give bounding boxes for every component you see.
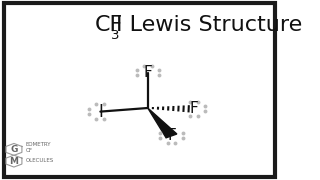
Text: I Lewis Structure: I Lewis Structure <box>116 15 302 35</box>
Text: EOMETRY: EOMETRY <box>25 142 51 147</box>
Text: M: M <box>10 157 19 166</box>
Text: F: F <box>167 128 176 143</box>
Text: OF: OF <box>25 148 32 153</box>
Text: G: G <box>10 145 18 154</box>
Text: F: F <box>189 101 198 116</box>
Text: I: I <box>98 103 103 121</box>
Text: OLECULES: OLECULES <box>25 158 54 163</box>
Text: F: F <box>143 65 152 80</box>
Text: 3: 3 <box>111 29 119 42</box>
Polygon shape <box>148 108 177 138</box>
Text: CF: CF <box>95 15 123 35</box>
